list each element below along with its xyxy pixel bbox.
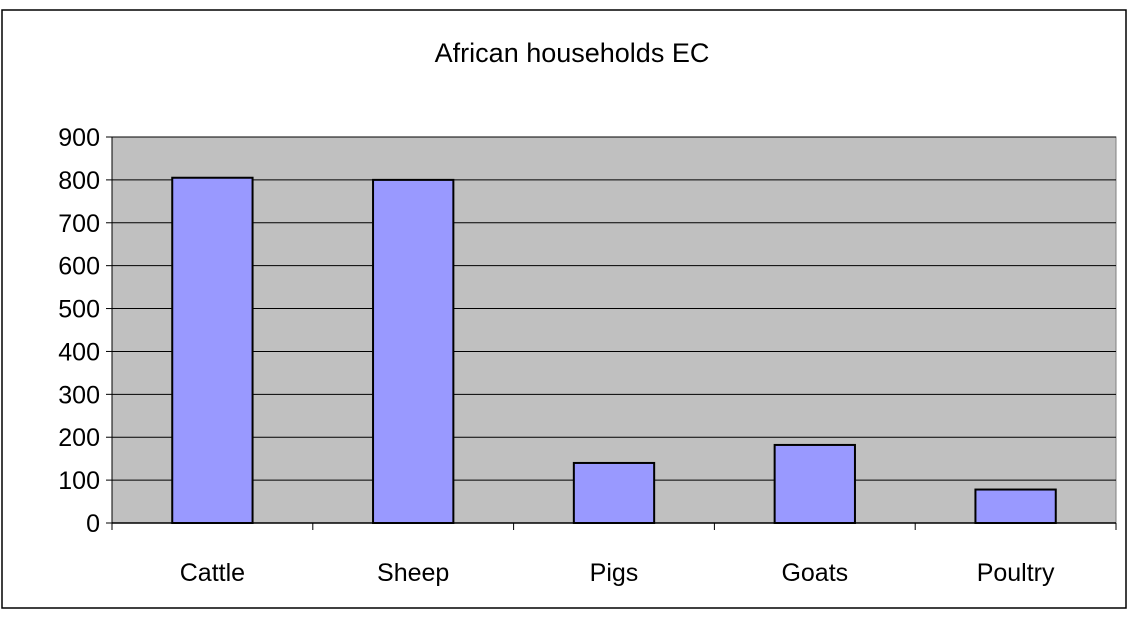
bar-cattle: [171, 176, 254, 524]
x-tick-label: Cattle: [180, 559, 245, 587]
y-tick-label: 600: [58, 253, 100, 281]
x-tick-label: Sheep: [377, 559, 449, 587]
y-tick-label: 800: [58, 167, 100, 195]
y-tick-label: 300: [58, 381, 100, 409]
y-tick-label: 100: [58, 467, 100, 495]
x-axis: Cattle Sheep Pigs Goats Poultry: [111, 522, 1117, 587]
x-tick-label: Pigs: [590, 559, 639, 587]
y-axis: 0 100 200 300 400 500 600 700 800 900: [58, 124, 113, 538]
y-tick-label: 200: [58, 424, 100, 452]
x-tick-label: Poultry: [977, 559, 1055, 587]
y-tick-label: 700: [58, 210, 100, 238]
y-tick-label: 900: [58, 124, 100, 152]
plot-area: [111, 136, 1117, 524]
bar-poultry: [974, 488, 1057, 524]
y-tick-label: 400: [58, 338, 100, 366]
chart-title: African households EC: [435, 38, 710, 68]
x-tick-label: Goats: [781, 559, 848, 587]
gridlines: [112, 136, 1116, 481]
bar-pigs: [572, 461, 656, 525]
bar-goats: [773, 443, 856, 525]
bar-sheep: [372, 178, 455, 524]
y-tick-label: 0: [86, 510, 100, 538]
y-tick-label: 500: [58, 296, 100, 324]
